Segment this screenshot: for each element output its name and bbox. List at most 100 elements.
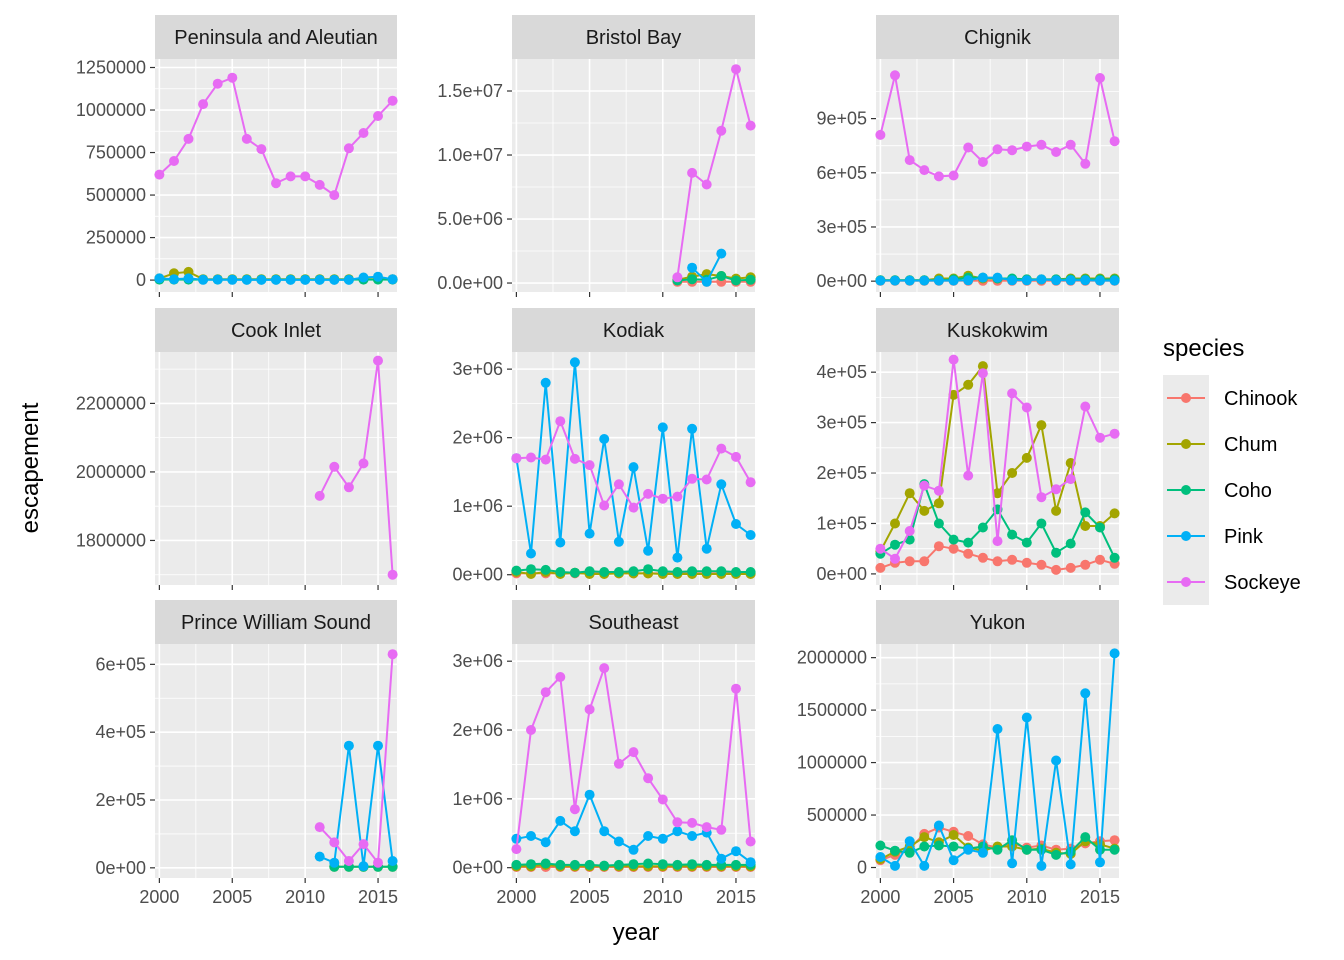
data-point	[948, 543, 959, 554]
data-point	[963, 831, 974, 841]
data-point	[1095, 275, 1105, 286]
data-point	[933, 541, 944, 552]
data-point	[271, 274, 281, 285]
data-point	[890, 70, 900, 81]
data-point	[701, 566, 712, 577]
data-point	[271, 178, 281, 189]
data-point	[1007, 275, 1018, 286]
data-point	[628, 747, 639, 758]
data-point	[963, 548, 974, 559]
data-point	[716, 125, 727, 136]
data-point	[540, 858, 551, 869]
x-tick-label: 2005	[570, 887, 610, 907]
data-point	[963, 470, 974, 481]
data-point	[716, 248, 727, 259]
series-sockeye	[154, 72, 398, 201]
facet-kuskokwim: Kuskokwim 0e+00 1e+05 2e+05 3e+05 4e+05	[816, 308, 1120, 590]
y-tick-label: 6e+05	[95, 654, 146, 674]
x-tick-label: 2015	[1080, 887, 1120, 907]
data-point	[687, 817, 698, 828]
data-point	[716, 271, 727, 281]
y-tick-label: 2e+06	[452, 428, 503, 448]
y-tick-label: 0e+00	[452, 565, 503, 585]
data-point	[526, 564, 536, 575]
series-line-sockeye	[318, 360, 394, 575]
facet-yukon: Yukon 2000 2005 2010 2015 0 500000 1000000 15000…	[797, 600, 1120, 907]
data-point	[731, 846, 741, 857]
data-point	[613, 479, 624, 490]
data-point	[701, 276, 712, 287]
data-point	[1109, 508, 1120, 519]
y-tick-label: 2000000	[76, 462, 146, 482]
series-coho	[511, 858, 756, 871]
data-point	[329, 190, 340, 201]
data-point	[977, 552, 988, 563]
data-point	[701, 543, 712, 554]
data-point	[672, 567, 683, 577]
data-point	[992, 144, 1003, 155]
data-point	[1109, 552, 1120, 563]
legend-label: Sockeye	[1224, 572, 1301, 594]
series-sockeye	[511, 663, 756, 855]
data-point	[169, 156, 179, 166]
data-point	[672, 817, 683, 828]
data-point	[643, 773, 654, 784]
data-point	[1036, 559, 1047, 570]
y-tick-label: 2e+06	[452, 720, 503, 740]
y-tick-label: 1500000	[797, 700, 867, 720]
series-sockeye	[875, 70, 1120, 182]
data-point	[1065, 562, 1076, 573]
data-point	[875, 275, 886, 286]
y-tick-label: 0e+00	[816, 564, 867, 584]
data-point	[1021, 452, 1032, 463]
data-point	[1007, 554, 1018, 565]
facet-cook-inlet: Cook Inlet 1800000 2000000 2200000	[76, 308, 398, 590]
y-tick-label: 6e+05	[816, 163, 867, 183]
data-point	[948, 830, 959, 840]
data-point	[613, 567, 624, 577]
data-point	[613, 859, 624, 870]
facet-strip	[155, 308, 397, 352]
data-point	[977, 522, 988, 533]
x-tick-label: 2005	[212, 887, 252, 907]
legend-entry-sockeye: Sockeye	[1163, 559, 1301, 605]
data-point	[1109, 275, 1120, 286]
data-point	[285, 171, 296, 182]
data-point	[343, 740, 354, 751]
x-tick-label: 2005	[934, 887, 974, 907]
data-point	[731, 683, 741, 694]
data-point	[1007, 468, 1018, 478]
data-point	[1051, 484, 1062, 495]
data-point	[963, 142, 974, 153]
data-point	[526, 831, 536, 841]
data-point	[584, 566, 595, 577]
data-point	[343, 143, 354, 154]
series-sockeye	[672, 64, 756, 283]
data-point	[701, 822, 712, 833]
data-point	[731, 64, 741, 75]
data-point	[657, 566, 668, 577]
legend-key-point	[1181, 531, 1191, 541]
series-sockeye	[511, 416, 756, 513]
legend-key-point	[1181, 485, 1191, 495]
data-point	[628, 844, 639, 855]
legend-key-point	[1181, 577, 1191, 587]
data-point	[1109, 136, 1120, 147]
data-point	[555, 815, 566, 826]
data-point	[387, 856, 398, 866]
data-point	[963, 537, 974, 548]
data-point	[1036, 518, 1047, 529]
data-point	[613, 758, 624, 769]
data-point	[745, 120, 756, 131]
data-point	[701, 859, 712, 870]
data-point	[919, 505, 930, 516]
series-sockeye	[314, 649, 398, 868]
data-point	[1065, 139, 1076, 150]
data-point	[919, 165, 930, 176]
data-point	[329, 837, 340, 848]
data-point	[358, 128, 369, 138]
data-point	[154, 169, 165, 180]
data-point	[526, 452, 536, 463]
data-point	[526, 859, 536, 870]
data-point	[1021, 402, 1032, 413]
